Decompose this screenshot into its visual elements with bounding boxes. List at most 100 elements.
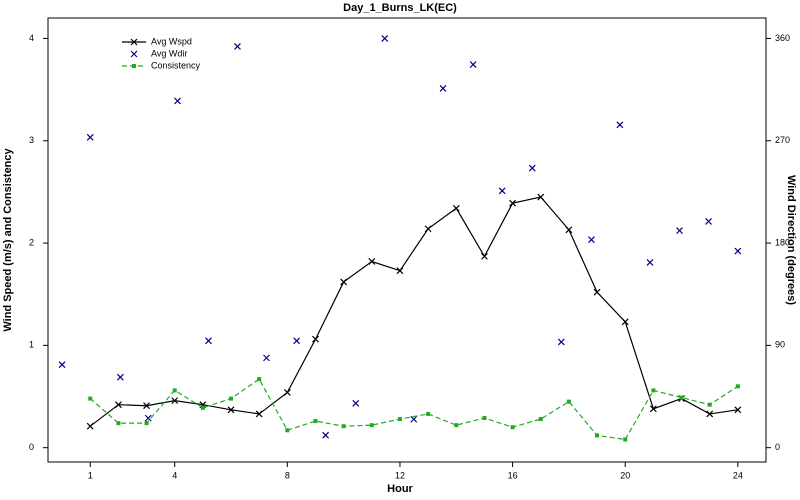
- point: [595, 433, 600, 438]
- point: [340, 278, 348, 286]
- x-axis-label: Hour: [387, 483, 413, 495]
- point: [341, 424, 346, 429]
- point: [144, 421, 149, 426]
- point: [509, 199, 517, 207]
- y-axis-label: Wind Speed (m/s) and Consistency: [2, 147, 14, 331]
- point: [469, 61, 477, 69]
- point: [623, 437, 628, 442]
- point: [312, 335, 319, 343]
- x-tick-label: 8: [285, 470, 290, 480]
- point: [397, 417, 402, 422]
- point: [200, 405, 205, 410]
- point: [510, 425, 515, 430]
- point: [234, 42, 241, 50]
- legend-label: Consistency: [151, 60, 201, 70]
- point: [396, 267, 404, 275]
- point: [368, 258, 376, 265]
- point: [528, 164, 536, 172]
- point: [566, 399, 571, 404]
- point: [538, 417, 543, 422]
- x-tick-label: 12: [395, 470, 405, 480]
- point: [293, 337, 301, 345]
- point: [679, 395, 684, 400]
- plot-frame: [47, 17, 767, 463]
- legend-marker: [130, 50, 138, 58]
- point: [114, 401, 122, 409]
- point: [172, 388, 177, 393]
- point: [705, 218, 712, 225]
- point: [88, 396, 93, 401]
- point: [565, 226, 573, 234]
- point: [352, 399, 360, 407]
- point: [651, 388, 656, 393]
- point: [313, 419, 318, 424]
- point: [369, 423, 374, 428]
- x-tick-label: 4: [172, 470, 177, 480]
- point: [439, 85, 447, 92]
- x-tick-label: 1: [88, 470, 93, 480]
- point: [86, 133, 94, 141]
- series-line: [89, 378, 739, 441]
- point: [205, 337, 212, 345]
- point: [283, 389, 291, 396]
- point: [285, 428, 290, 433]
- point: [426, 411, 431, 416]
- point: [646, 258, 654, 266]
- x-tick-label: 16: [508, 470, 518, 480]
- chart-title: Day_1_Burns_LK(EC): [343, 2, 457, 14]
- x-tick-label: 20: [620, 470, 630, 480]
- point: [537, 193, 545, 201]
- y-tick-label: 4: [29, 33, 34, 43]
- point: [257, 377, 262, 382]
- point: [116, 373, 124, 381]
- x-tick-label: 24: [733, 470, 743, 480]
- point: [621, 318, 629, 326]
- legend-label: Avg Wspd: [151, 36, 192, 46]
- point: [676, 227, 683, 234]
- point: [588, 236, 595, 244]
- y-tick-label: 3: [29, 135, 34, 145]
- point: [481, 252, 488, 260]
- point: [593, 288, 601, 296]
- point: [424, 225, 432, 233]
- point: [482, 416, 487, 421]
- y-tick-label: 1: [29, 340, 34, 350]
- point: [381, 35, 389, 42]
- point: [144, 414, 152, 422]
- point: [255, 410, 263, 418]
- point: [229, 396, 234, 401]
- legend-label: Avg Wdir: [151, 48, 187, 58]
- y2-tick-label: 0: [775, 442, 780, 452]
- point: [116, 421, 121, 426]
- point: [498, 187, 506, 195]
- y2-axis-label: Wind Direction (degrees): [785, 175, 797, 305]
- series-line: [89, 196, 738, 427]
- point: [734, 406, 742, 414]
- y-tick-label: 2: [29, 237, 34, 247]
- point: [706, 410, 714, 418]
- point: [707, 402, 712, 407]
- point: [58, 361, 66, 369]
- point: [557, 338, 565, 346]
- point: [171, 397, 179, 405]
- point: [174, 97, 181, 105]
- point: [86, 422, 94, 430]
- point: [143, 402, 150, 410]
- point: [616, 121, 624, 129]
- legend-marker: [130, 38, 138, 46]
- y2-tick-label: 180: [775, 237, 790, 247]
- legend-marker: [132, 64, 136, 68]
- point: [649, 405, 657, 413]
- y2-tick-label: 270: [775, 135, 790, 145]
- point: [227, 406, 235, 414]
- y2-tick-label: 90: [775, 340, 785, 350]
- point: [454, 423, 459, 428]
- point: [735, 384, 740, 389]
- point: [410, 415, 418, 423]
- point: [263, 354, 270, 362]
- point: [452, 204, 460, 212]
- y2-tick-label: 360: [775, 33, 790, 43]
- y-tick-label: 0: [29, 442, 34, 452]
- point: [734, 247, 742, 255]
